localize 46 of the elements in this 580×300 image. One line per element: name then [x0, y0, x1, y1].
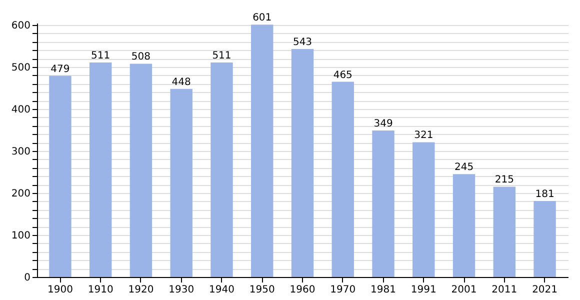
- bar: [291, 49, 314, 277]
- bar: [130, 64, 152, 277]
- x-tick-label: 1930: [168, 284, 194, 296]
- x-tick-label: 2001: [451, 284, 477, 296]
- x-tick-label: 1950: [249, 284, 275, 296]
- data-label: 245: [454, 162, 474, 174]
- data-label: 479: [50, 64, 70, 75]
- data-label: 511: [212, 50, 232, 62]
- x-tick-label: 1940: [209, 284, 234, 296]
- bar: [251, 24, 274, 277]
- bar: [170, 88, 192, 277]
- x-tick-label: 1960: [290, 284, 316, 296]
- y-tick-label: 200: [11, 188, 30, 200]
- bar: [332, 82, 354, 277]
- x-tick-label: 1900: [47, 284, 73, 296]
- data-label: 543: [292, 37, 312, 48]
- bar: [372, 130, 394, 277]
- x-tick-label: 1970: [330, 284, 356, 296]
- bar: [493, 186, 516, 277]
- bar: [49, 76, 72, 277]
- bar: [89, 62, 112, 277]
- x-tick-label: 1991: [410, 284, 436, 296]
- x-tick-label: 2021: [532, 284, 558, 296]
- data-label: 448: [172, 76, 191, 88]
- bar: [412, 142, 435, 277]
- data-label: 511: [91, 50, 110, 62]
- y-tick-label: 400: [11, 104, 30, 116]
- data-label: 181: [535, 189, 554, 200]
- data-label: 349: [374, 118, 393, 130]
- y-tick-label: 300: [11, 146, 30, 158]
- bar: [210, 62, 233, 277]
- data-label: 508: [131, 52, 151, 63]
- data-label: 321: [414, 130, 434, 142]
- y-tick-label: 500: [11, 62, 30, 74]
- y-tick-label: 100: [11, 230, 30, 242]
- data-label: 601: [252, 12, 272, 24]
- x-tick-label: 1910: [88, 284, 114, 296]
- y-tick-label: 0: [24, 272, 30, 284]
- data-label: 465: [333, 70, 352, 81]
- x-tick-label: 2011: [492, 284, 518, 296]
- x-tick-label: 1920: [128, 284, 154, 296]
- data-label: 215: [494, 174, 514, 186]
- bar: [452, 174, 476, 277]
- y-tick-label: 600: [11, 20, 30, 32]
- bar: [534, 201, 556, 277]
- x-tick-label: 1981: [370, 284, 396, 296]
